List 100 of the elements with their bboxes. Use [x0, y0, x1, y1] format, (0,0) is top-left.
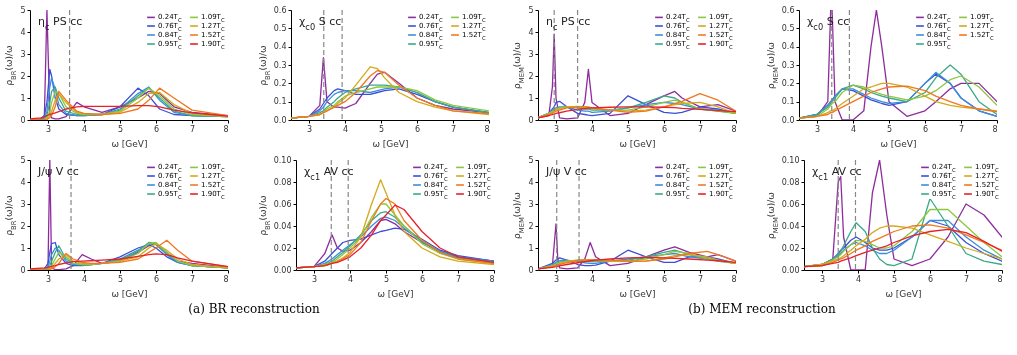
- y-tick-label: 0: [20, 265, 26, 275]
- x-tick-label: 7: [189, 124, 196, 134]
- y-tick-label: 0.0: [273, 115, 287, 125]
- y-tick-label: 4: [20, 177, 26, 187]
- x-tick-label: 4: [589, 274, 596, 284]
- x-tick-label: 4: [342, 124, 349, 134]
- y-tick-label: 0.4: [781, 42, 795, 52]
- y-tick-label: 2: [528, 71, 534, 81]
- x-tick-label: 8: [489, 274, 495, 284]
- x-tick-label: 5: [625, 274, 632, 284]
- y-tick-label: 3: [20, 49, 26, 59]
- y-tick-label: 0.0: [781, 115, 795, 125]
- y-tick-label: 0.5: [273, 23, 287, 33]
- x-axis-title: ω [GeV]: [885, 288, 922, 299]
- x-tick-label: 5: [886, 124, 893, 134]
- y-tick-label: 0: [20, 115, 26, 125]
- x-tick-label: 8: [992, 124, 998, 134]
- x-tick-label: 3: [45, 274, 52, 284]
- y-tick-label: 0.06: [781, 199, 800, 209]
- y-tick-label: 0.00: [781, 265, 800, 275]
- x-axis-title: ω [GeV]: [377, 288, 414, 299]
- y-tick-label: 3: [528, 49, 534, 59]
- text: χ$_{c1}$ AV cc: [304, 165, 354, 182]
- y-tick-label: 1: [528, 93, 534, 103]
- x-tick-label: 7: [455, 274, 462, 284]
- x-tick-label: 7: [697, 274, 704, 284]
- y-tick-label: 2: [20, 71, 26, 81]
- y-tick-label: 2: [528, 221, 534, 231]
- x-tick-label: 3: [311, 274, 318, 284]
- y-tick-label: 2: [20, 221, 26, 231]
- x-tick-label: 4: [850, 124, 857, 134]
- x-tick-label: 6: [419, 274, 426, 284]
- y-tick-label: 0.02: [781, 243, 800, 253]
- y-tick-label: 3: [528, 199, 534, 209]
- y-tick-label: 0.08: [273, 177, 292, 187]
- x-tick-label: 6: [922, 124, 929, 134]
- y-tick-label: 4: [528, 27, 534, 37]
- y-tick-label: 0.06: [273, 199, 292, 209]
- y-tick-label: 3: [20, 199, 26, 209]
- x-tick-label: 5: [117, 124, 124, 134]
- x-axis-title: ω [GeV]: [372, 138, 409, 149]
- x-tick-label: 5: [117, 274, 124, 284]
- x-tick-label: 5: [891, 274, 898, 284]
- x-tick-label: 4: [589, 124, 596, 134]
- x-tick-label: 8: [997, 274, 1003, 284]
- y-tick-label: 1: [528, 243, 534, 253]
- x-tick-label: 7: [697, 124, 704, 134]
- chart-title: J/ψ V cc: [545, 165, 587, 178]
- y-tick-label: 0.08: [781, 177, 800, 187]
- y-tick-label: 0.3: [781, 60, 795, 70]
- x-tick-label: 3: [45, 124, 52, 134]
- x-tick-label: 8: [484, 124, 490, 134]
- x-tick-label: 5: [383, 274, 390, 284]
- x-tick-label: 6: [661, 124, 668, 134]
- x-tick-label: 5: [625, 124, 632, 134]
- x-tick-label: 6: [661, 274, 668, 284]
- x-tick-label: 4: [347, 274, 354, 284]
- x-tick-label: 5: [378, 124, 385, 134]
- y-tick-label: 5: [20, 155, 26, 165]
- text: η$_{c}$ PS cc: [546, 15, 591, 32]
- y-tick-label: 4: [20, 27, 26, 37]
- y-tick-label: 0.04: [273, 221, 292, 231]
- text: (a) BR reconstruction: [187, 302, 321, 316]
- text: (b) MEM reconstruction: [687, 302, 837, 316]
- text: χ$_{c1}$ AV cc: [812, 165, 862, 182]
- y-tick-label: 0.02: [273, 243, 292, 253]
- y-tick-label: 0.10: [781, 155, 800, 165]
- x-tick-label: 3: [553, 274, 560, 284]
- y-tick-label: 5: [528, 155, 534, 165]
- y-tick-label: 0.04: [781, 221, 800, 231]
- y-tick-label: 0.2: [273, 78, 287, 88]
- y-tick-label: 0.1: [781, 97, 795, 107]
- y-tick-label: 5: [528, 5, 534, 15]
- y-tick-label: 5: [20, 5, 26, 15]
- x-axis-title: ω [GeV]: [111, 138, 148, 149]
- x-tick-label: 4: [855, 274, 862, 284]
- x-tick-label: 8: [223, 274, 229, 284]
- y-tick-label: 0.10: [273, 155, 292, 165]
- x-tick-label: 7: [189, 274, 196, 284]
- x-axis-title: ω [GeV]: [111, 288, 148, 299]
- y-tick-label: 0: [528, 115, 534, 125]
- x-tick-label: 3: [306, 124, 313, 134]
- x-tick-label: 7: [958, 124, 965, 134]
- y-tick-label: 0.2: [781, 78, 795, 88]
- x-tick-label: 8: [223, 124, 229, 134]
- x-tick-label: 7: [963, 274, 970, 284]
- y-tick-label: 0: [528, 265, 534, 275]
- x-tick-label: 6: [927, 274, 934, 284]
- x-tick-label: 8: [731, 274, 737, 284]
- x-tick-label: 3: [819, 274, 826, 284]
- x-tick-label: 8: [731, 124, 737, 134]
- x-axis-title: ω [GeV]: [619, 288, 656, 299]
- x-axis-title: ω [GeV]: [619, 138, 656, 149]
- y-tick-label: 0.4: [273, 42, 287, 52]
- x-tick-label: 6: [153, 124, 160, 134]
- y-tick-label: 0.1: [273, 97, 287, 107]
- y-tick-label: 4: [528, 177, 534, 187]
- y-tick-label: 0.3: [273, 60, 287, 70]
- x-tick-label: 6: [153, 274, 160, 284]
- y-tick-label: 0.00: [273, 265, 292, 275]
